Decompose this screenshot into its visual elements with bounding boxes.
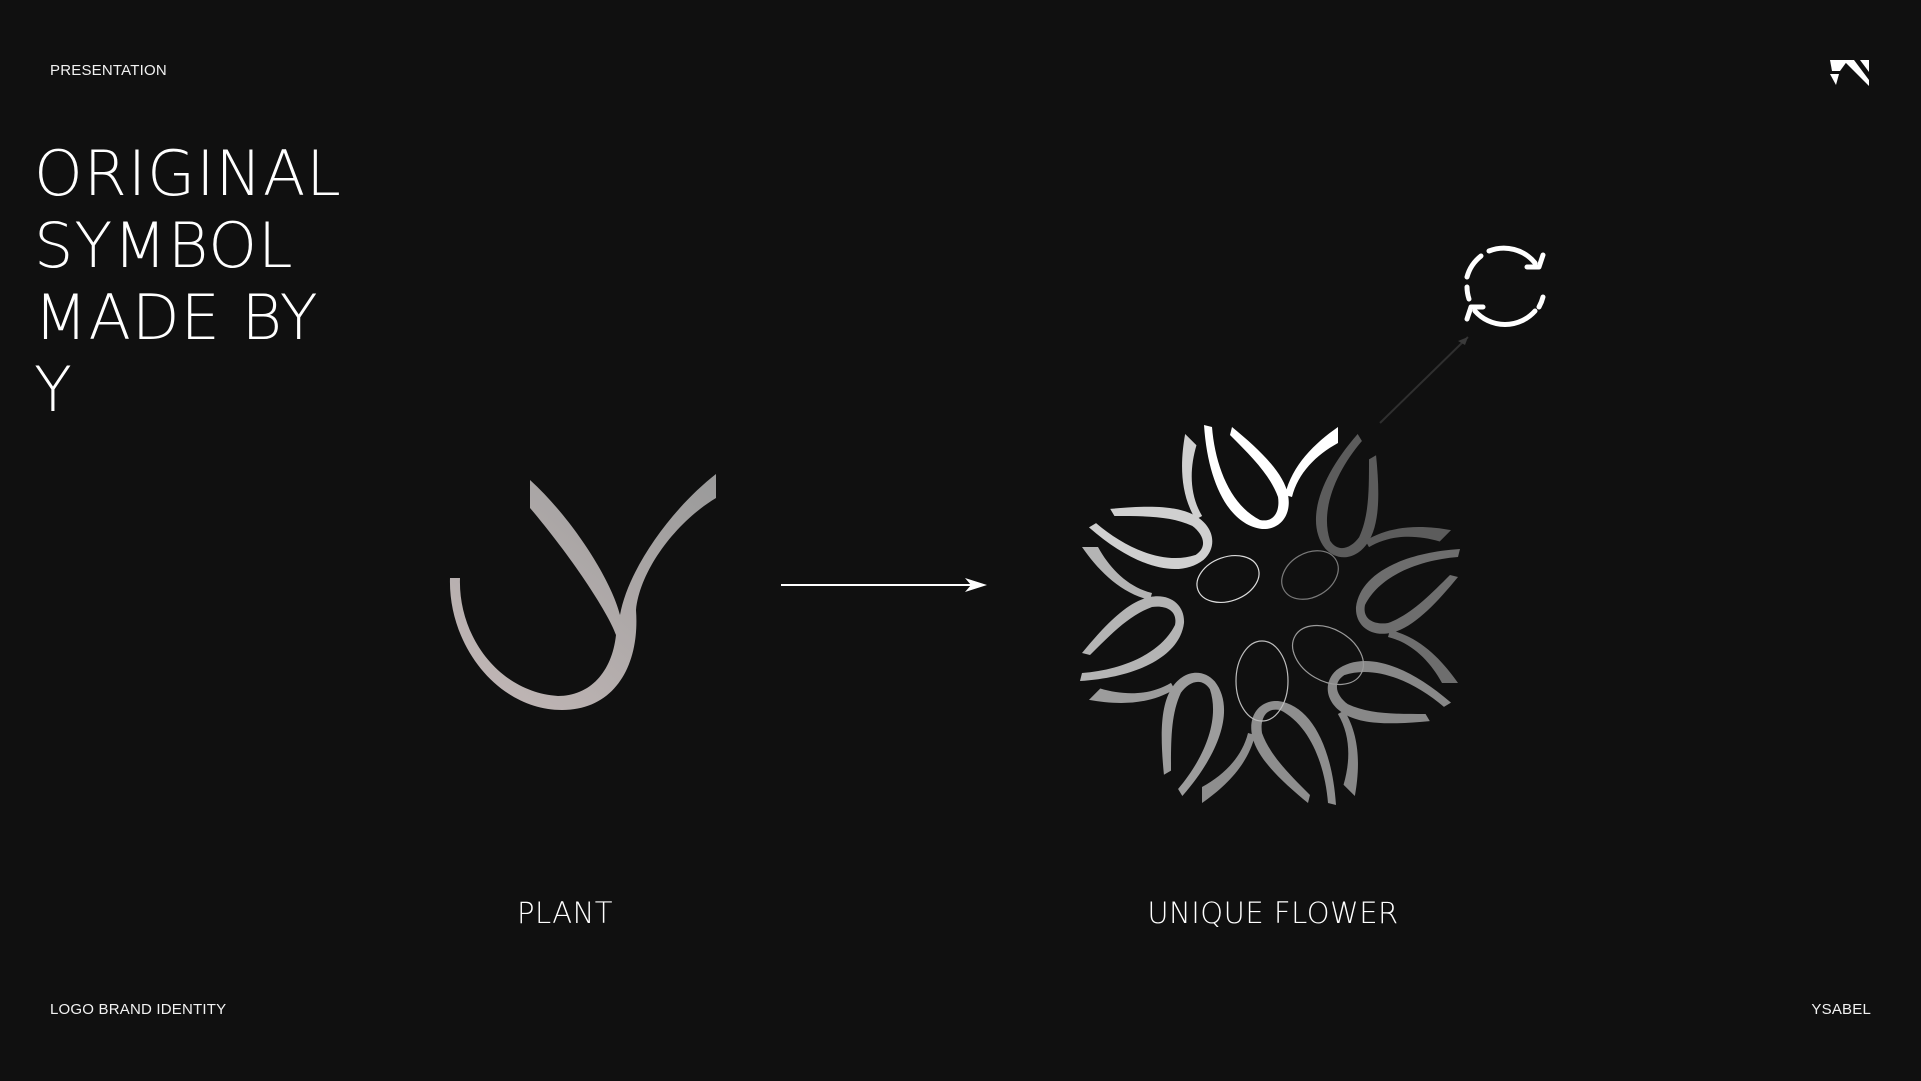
logo-brand-identity-label: LOGO BRAND IDENTITY xyxy=(50,1001,227,1018)
presentation-label: PRESENTATION xyxy=(50,62,167,79)
unique-flower-caption: UNIQUE FLOWER xyxy=(1147,896,1399,930)
arrow-right-icon xyxy=(775,570,995,600)
author-name-label: YSABEL xyxy=(1811,1001,1871,1018)
plant-caption: PLANT xyxy=(516,896,614,930)
plant-symbol-icon xyxy=(440,460,730,720)
flower-symbol-icon xyxy=(1050,390,1490,830)
angular-brand-logo-icon xyxy=(1830,58,1870,88)
headline-line-3: MADE BY xyxy=(34,281,319,354)
headline-line-2: SYMBOL xyxy=(34,209,294,282)
headline-line-1: ORIGINAL xyxy=(34,137,342,210)
headline-line-4: Y xyxy=(34,353,73,426)
headline-title: ORIGINAL SYMBOL MADE BY Y xyxy=(34,138,374,426)
refresh-rotate-icon xyxy=(1370,235,1560,435)
